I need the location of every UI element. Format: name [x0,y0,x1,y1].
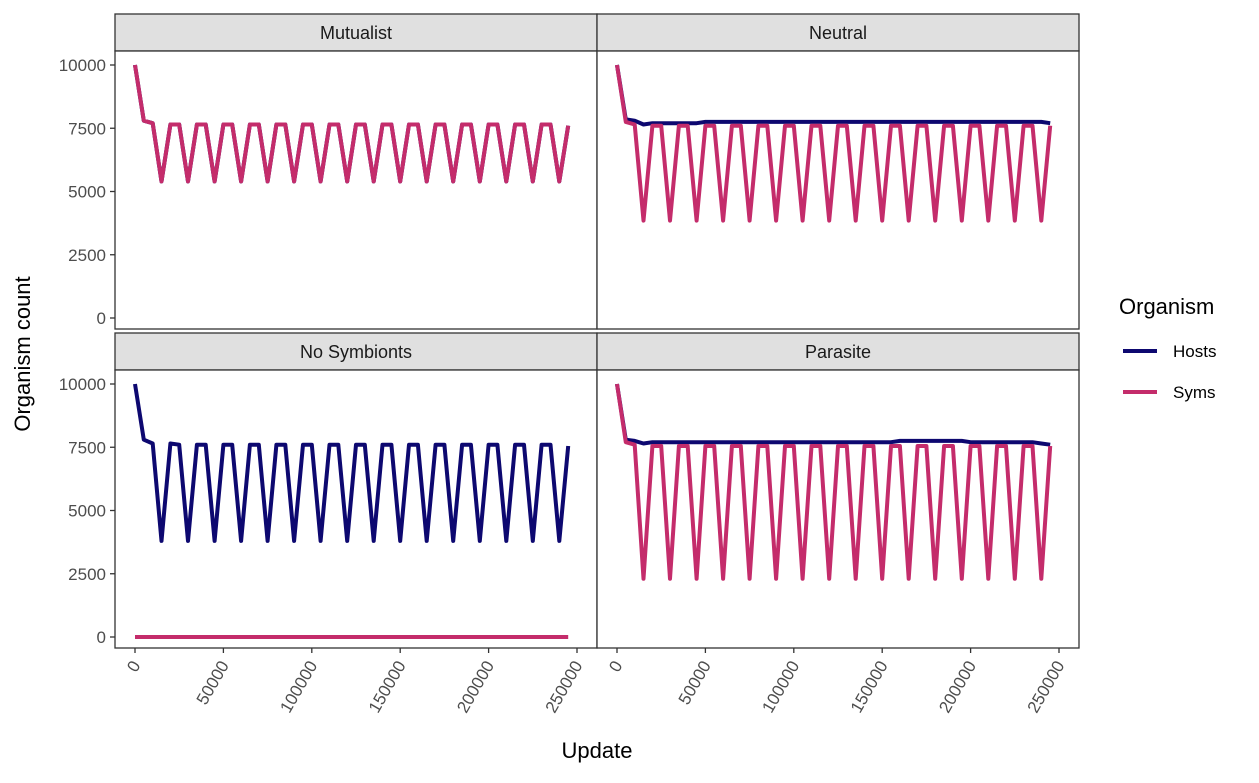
legend-title: Organism [1119,294,1214,319]
y-tick-label: 7500 [68,119,106,138]
legend-label-syms: Syms [1173,383,1216,402]
panel-frame [596,369,1080,649]
facet-strip [114,13,598,52]
facet-strip-label: Mutualist [320,23,392,43]
facet-panel-2: Neutral [596,13,1080,330]
y-tick-label: 10000 [59,56,106,75]
panel-frame [114,50,598,330]
y-axis-title: Organism count [10,276,35,431]
facet-panel-1: Mutualist 0 2500 5000 7500 10000 [59,13,598,330]
facet-strip [596,332,1080,371]
y-tick-label: 5000 [68,502,106,521]
facet-strip [596,13,1080,52]
series-line-syms [615,383,1053,581]
y-tick-label: 0 [97,309,106,328]
y-tick-label: 2500 [68,246,106,265]
legend: Organism Hosts Syms [1119,294,1216,402]
x-axis-title: Update [562,738,633,763]
y-tick-label: 7500 [68,438,106,457]
facet-strip-label: No Symbionts [300,342,412,362]
series-line-hosts [615,64,1051,127]
series-line-syms [615,64,1053,223]
legend-label-hosts: Hosts [1173,342,1216,361]
y-tick-label: 5000 [68,183,106,202]
y-tick-label: 2500 [68,565,106,584]
facet-strip [114,332,598,371]
facet-strip-label: Parasite [805,342,871,362]
facet-strip-label: Neutral [809,23,867,43]
panel-frame [596,50,1080,330]
facet-panels: Mutualist 0 2500 5000 7500 10000 Neutral No Sym… [59,13,1080,716]
panel-frame [114,369,598,649]
series-line-syms [133,64,571,184]
y-tick-label: 0 [97,628,106,647]
y-tick-label: 10000 [59,375,106,394]
series-line-hosts [133,383,571,543]
series-line-hosts [615,383,1051,447]
